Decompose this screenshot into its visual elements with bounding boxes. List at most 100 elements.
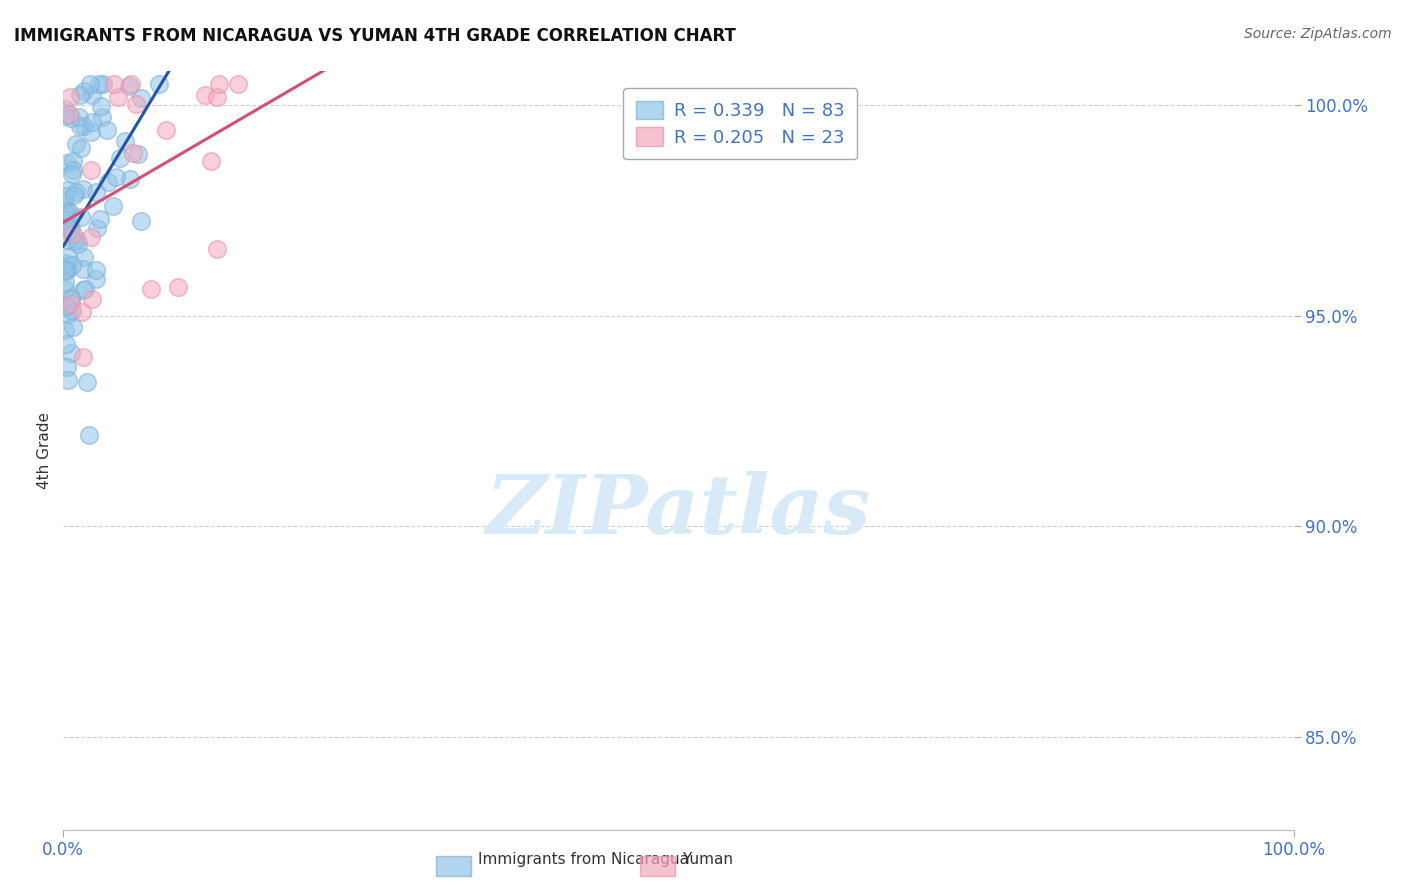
- Point: [129, 214, 152, 228]
- Point: [72, 350, 94, 364]
- Point: [69, 141, 91, 155]
- Text: Yuman: Yuman: [682, 852, 733, 867]
- Point: [86, 221, 108, 235]
- Point: [120, 77, 142, 91]
- Point: [60, 297, 83, 311]
- Text: ZIPatlas: ZIPatlas: [485, 471, 872, 551]
- Point: [62, 235, 84, 249]
- Point: [80, 162, 103, 177]
- Point: [72, 182, 94, 196]
- Point: [167, 280, 190, 294]
- Point: [59, 221, 82, 235]
- Point: [70, 305, 93, 319]
- Point: [60, 112, 83, 126]
- Text: Immigrants from Nicaragua: Immigrants from Nicaragua: [478, 852, 689, 867]
- Point: [56, 212, 79, 227]
- Point: [53, 193, 76, 207]
- Point: [118, 78, 141, 93]
- Point: [62, 227, 84, 242]
- Point: [58, 307, 80, 321]
- Point: [200, 153, 222, 168]
- Point: [82, 115, 104, 129]
- Point: [55, 299, 77, 313]
- Point: [139, 282, 162, 296]
- Point: [56, 262, 79, 277]
- Point: [53, 109, 76, 123]
- Point: [55, 336, 77, 351]
- Point: [55, 359, 77, 374]
- Point: [114, 134, 136, 148]
- Point: [226, 77, 249, 91]
- Point: [80, 229, 103, 244]
- Point: [62, 163, 84, 178]
- Point: [208, 77, 231, 91]
- Point: [69, 87, 91, 102]
- Point: [56, 156, 79, 170]
- Point: [53, 259, 76, 273]
- Point: [155, 123, 177, 137]
- Point: [76, 375, 98, 389]
- Legend: R = 0.339   N = 83, R = 0.205   N = 23: R = 0.339 N = 83, R = 0.205 N = 23: [623, 88, 856, 159]
- Point: [58, 107, 80, 121]
- Point: [82, 292, 104, 306]
- Point: [62, 154, 84, 169]
- Point: [108, 151, 131, 165]
- Point: [105, 170, 128, 185]
- Point: [62, 320, 84, 334]
- Point: [65, 185, 87, 199]
- Point: [53, 205, 76, 219]
- Point: [121, 146, 143, 161]
- Point: [97, 175, 120, 189]
- Point: [91, 110, 114, 124]
- Point: [84, 186, 107, 200]
- Point: [72, 120, 94, 134]
- Point: [59, 90, 82, 104]
- Point: [77, 428, 100, 442]
- Point: [55, 256, 77, 270]
- Point: [56, 202, 79, 217]
- Point: [59, 292, 82, 306]
- Point: [73, 282, 96, 296]
- Point: [53, 275, 76, 289]
- Point: [63, 188, 86, 202]
- Point: [53, 282, 76, 296]
- Point: [84, 262, 107, 277]
- Point: [148, 77, 170, 91]
- Point: [56, 233, 79, 247]
- Point: [73, 84, 96, 98]
- Point: [53, 323, 76, 337]
- Point: [72, 283, 94, 297]
- Point: [58, 183, 80, 197]
- Point: [59, 205, 82, 219]
- Point: [67, 237, 90, 252]
- Point: [194, 88, 217, 103]
- Point: [55, 264, 77, 278]
- Point: [53, 102, 76, 116]
- Point: [129, 90, 152, 104]
- Point: [107, 89, 129, 103]
- Point: [91, 77, 114, 91]
- Point: [96, 122, 118, 136]
- Text: Source: ZipAtlas.com: Source: ZipAtlas.com: [1244, 27, 1392, 41]
- Point: [86, 272, 108, 286]
- Point: [56, 373, 79, 387]
- Point: [56, 220, 79, 235]
- Point: [82, 88, 104, 103]
- Point: [60, 346, 83, 360]
- Point: [125, 97, 148, 112]
- Point: [59, 291, 82, 305]
- Point: [59, 224, 82, 238]
- Point: [65, 136, 87, 151]
- Point: [60, 304, 83, 318]
- Point: [53, 189, 76, 203]
- Point: [205, 243, 228, 257]
- Point: [72, 261, 94, 276]
- Point: [103, 77, 125, 91]
- Point: [56, 250, 79, 264]
- Point: [89, 212, 111, 227]
- Y-axis label: 4th Grade: 4th Grade: [37, 412, 52, 489]
- Point: [69, 119, 91, 133]
- Point: [60, 258, 83, 272]
- Point: [90, 98, 112, 112]
- Point: [66, 233, 89, 247]
